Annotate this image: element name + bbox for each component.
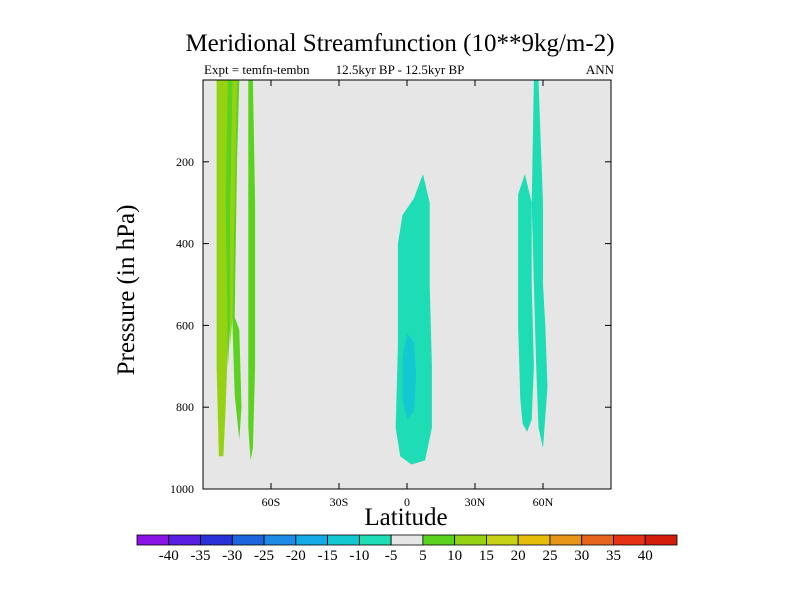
- colorbar-swatch: [263, 534, 297, 546]
- subtitle-right: ANN: [585, 62, 614, 77]
- colorbar-swatch: [200, 534, 233, 546]
- y-tick-label: 400: [176, 237, 194, 251]
- colorbar-swatch: [581, 534, 614, 546]
- colorbar-swatch: [390, 534, 424, 546]
- colorbar-label: 35: [606, 548, 621, 564]
- contour-eq-cell-core: [402, 333, 417, 420]
- colorbar-swatch: [422, 534, 456, 546]
- colorbar-label: -20: [286, 548, 306, 564]
- colorbar-label: -10: [349, 548, 369, 564]
- axes: 60S 30S 0 30N 60N 200 400 600 800 1000: [170, 80, 611, 509]
- y-tick-label: 1000: [170, 482, 194, 496]
- colorbar-label: -15: [318, 548, 338, 564]
- contour-sh-band-2-core: [230, 80, 237, 346]
- colorbar-label: -25: [254, 548, 274, 564]
- colorbar-label: -30: [222, 548, 242, 564]
- colorbar-swatch: [295, 534, 328, 546]
- y-tick-label: 600: [176, 318, 194, 332]
- colorbar-swatch: [168, 534, 201, 546]
- x-tick-label: 30N: [465, 495, 486, 509]
- colorbar-swatch: [517, 534, 551, 546]
- colorbar-swatch: [613, 534, 646, 546]
- contour-sh-band-1-core: [225, 80, 233, 367]
- x-tick-label: 60S: [262, 495, 281, 509]
- subtitle-center: 12.5kyr BP - 12.5kyr BP: [335, 62, 465, 77]
- contour-sh-band-3: [248, 80, 256, 461]
- colorbar-swatch: [454, 534, 487, 546]
- contour-nh-cell-1: [518, 174, 534, 432]
- colorbar-swatch: [327, 534, 360, 546]
- colorbar-label: 25: [542, 548, 557, 564]
- colorbar-label: 5: [419, 548, 427, 564]
- contour-nh-cell-3: [531, 80, 537, 285]
- colorbar-swatch: [549, 534, 583, 546]
- colorbar-label: 10: [447, 548, 462, 564]
- x-tick-label: 30S: [330, 495, 349, 509]
- chart-title: Meridional Streamfunction (10**9kg/m-2): [185, 30, 615, 57]
- colorbar-swatch: [136, 534, 170, 546]
- subtitle-left: Expt = temfn-tembn: [204, 62, 310, 77]
- colorbar-swatch: [231, 534, 265, 546]
- contour-regions: [216, 80, 548, 465]
- colorbar-swatch: [358, 534, 392, 546]
- colorbar-swatch: [486, 534, 519, 546]
- x-tick-label: 0: [404, 495, 410, 509]
- colorbar-label: 20: [511, 548, 526, 564]
- colorbar-label: -35: [191, 548, 211, 564]
- colorbar-label: 30: [574, 548, 589, 564]
- colorbar-label: -40: [159, 548, 179, 564]
- x-tick-label: 60N: [533, 495, 554, 509]
- x-axis-label: Latitude: [364, 504, 448, 531]
- y-tick-label: 200: [176, 155, 194, 169]
- contour-nh-cell-2: [533, 80, 548, 449]
- colorbar-label: -5: [385, 548, 398, 564]
- y-tick-label: 800: [176, 400, 194, 414]
- colorbar-label: 15: [479, 548, 494, 564]
- colorbar-swatch: [644, 534, 678, 546]
- colorbar: -40 -35 -30 -25 -20 -15 -10 -5 5 10 15 20 25 30 35 40: [136, 534, 678, 564]
- colorbar-label: 40: [638, 548, 653, 564]
